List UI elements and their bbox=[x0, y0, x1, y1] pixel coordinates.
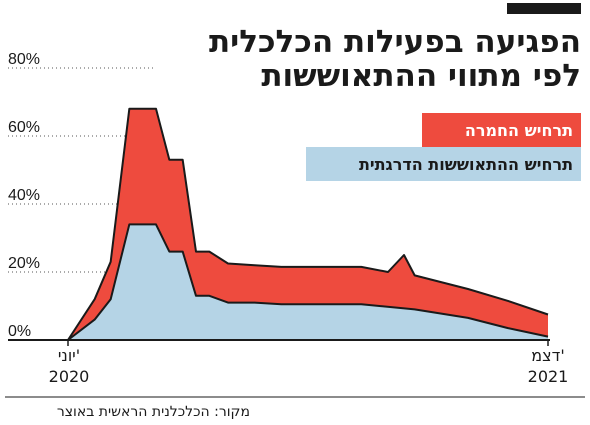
title-bar-accent bbox=[507, 3, 581, 14]
y-tick-label: 80% bbox=[8, 51, 40, 68]
x-tick-labels: יוני' 2020 דצמ' 2021 bbox=[49, 346, 569, 386]
x-tick-end-month: דצמ' bbox=[531, 346, 565, 365]
source-note: מקור: הכלכלנית הראשית באוצר bbox=[57, 404, 250, 420]
y-tick-label: 20% bbox=[8, 255, 40, 272]
legend-label-gradual: תרחיש ההתאוששות הדרגתית bbox=[359, 155, 573, 174]
series-area-gradual bbox=[68, 224, 548, 340]
y-tick-label: 40% bbox=[8, 187, 40, 204]
legend-swatch-gradual bbox=[306, 147, 581, 181]
series-line-severe bbox=[67, 107, 549, 341]
legend-swatch-severe bbox=[422, 113, 581, 147]
gridlines bbox=[8, 67, 155, 273]
chart-title-line2: לפי מתווי ההתאוששות bbox=[261, 58, 581, 94]
x-tick-end-year: 2021 bbox=[528, 367, 569, 386]
legend-label-severe: תרחיש החמרה bbox=[465, 121, 573, 140]
y-tick-label: 0% bbox=[8, 323, 31, 340]
axes bbox=[8, 339, 550, 346]
y-tick-label: 60% bbox=[8, 119, 40, 136]
x-tick-start-month: יוני' bbox=[58, 346, 80, 365]
series-line-gradual bbox=[67, 223, 549, 341]
x-tick-start-year: 2020 bbox=[49, 367, 90, 386]
series-areas bbox=[67, 107, 549, 341]
legend: תרחיש החמרה תרחיש ההתאוששות הדרגתית bbox=[306, 113, 581, 181]
y-tick-labels: 0% 20% 40% 60% 80% bbox=[8, 51, 40, 340]
chart-title-line1: הפגיעה בפעילות הכלכלית bbox=[209, 24, 581, 60]
